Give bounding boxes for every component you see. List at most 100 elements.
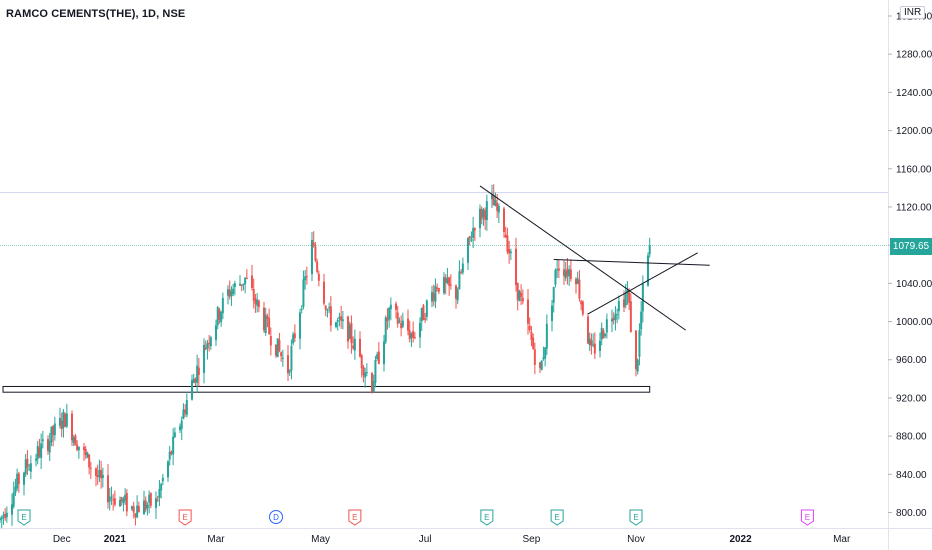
candle-body [156, 499, 159, 501]
candle-body [146, 504, 149, 509]
candle-body [278, 339, 281, 351]
candle-body [192, 379, 195, 384]
candle-body [569, 269, 572, 279]
y-tick-label: 1280.00 [896, 50, 932, 61]
candle [107, 464, 109, 509]
dividend-event-marker[interactable]: D [269, 510, 283, 524]
earnings-event-marker[interactable]: E [550, 509, 564, 526]
candle-body [95, 468, 97, 476]
candle [482, 207, 485, 226]
trendline-rising-support[interactable] [587, 252, 698, 315]
candle-body [341, 319, 344, 322]
candle [2, 511, 5, 525]
earnings-event-marker[interactable]: E [629, 509, 643, 526]
candle-body [436, 287, 439, 289]
candle [311, 232, 313, 281]
candle [530, 325, 533, 347]
trendlines-layer[interactable] [479, 185, 710, 331]
candle-body [88, 454, 91, 468]
candle-body [528, 326, 531, 331]
candle-body [304, 276, 307, 281]
candle-body [53, 423, 56, 436]
candle-body [494, 200, 497, 206]
candle [376, 351, 379, 361]
candle [281, 349, 284, 367]
candle [605, 313, 608, 339]
candle-body [492, 195, 495, 206]
candle-body [77, 446, 80, 451]
candle [149, 492, 152, 509]
candle [628, 288, 631, 311]
candle-body [191, 380, 193, 400]
candle [264, 307, 267, 336]
candle [218, 307, 221, 324]
earnings-event-marker[interactable]: E [17, 509, 31, 526]
candle [158, 479, 161, 507]
candle-body [578, 279, 581, 299]
candle-body [398, 320, 401, 322]
candle-body [160, 483, 163, 491]
earnings-event-marker[interactable]: E [480, 509, 494, 526]
event-letter: E [21, 513, 26, 522]
candle-body [12, 492, 15, 507]
candle-body [65, 413, 68, 427]
candle-body [96, 475, 99, 478]
candle-body [292, 334, 295, 344]
candle [110, 486, 113, 505]
candle [36, 440, 39, 465]
candle [564, 261, 567, 282]
candle-body [420, 308, 423, 322]
candle [576, 271, 579, 285]
trendline-descending-resistance[interactable] [479, 185, 687, 331]
candle [588, 332, 591, 352]
candle-body [443, 277, 445, 294]
candle [518, 289, 521, 302]
earnings-event-marker[interactable]: E [348, 509, 362, 526]
candle [242, 283, 245, 291]
candle-body [74, 435, 77, 446]
candle [338, 312, 341, 327]
candle [74, 433, 77, 446]
currency-badge[interactable]: INR [900, 6, 926, 19]
candle-body [311, 239, 313, 275]
candle [434, 278, 437, 309]
candle-body [587, 316, 589, 344]
candle-body [240, 284, 243, 286]
x-tick-label: Nov [627, 534, 645, 545]
candle [120, 496, 123, 506]
candle [125, 489, 128, 517]
y-tick-label: 1040.00 [896, 279, 932, 290]
candle-body [605, 319, 608, 333]
candle [300, 305, 303, 314]
candle-body [251, 275, 253, 288]
candle-body [604, 334, 607, 336]
trendline-neckline[interactable] [553, 258, 710, 266]
candle [422, 303, 425, 321]
event-letter: E [554, 513, 559, 522]
candle [446, 267, 449, 285]
candle [401, 312, 404, 329]
candle [638, 323, 641, 366]
candle-body [208, 342, 211, 344]
candle-body [172, 436, 175, 455]
candle-body [233, 283, 236, 288]
candle [458, 260, 461, 290]
candle [89, 461, 92, 480]
candle [233, 280, 236, 296]
earnings-event-marker[interactable]: E [800, 509, 814, 526]
candle-body [377, 351, 380, 364]
candle-body [338, 316, 341, 319]
candle [449, 274, 452, 290]
earnings-badge [348, 509, 362, 526]
candle-body [23, 472, 25, 485]
candle-body [215, 325, 217, 340]
candle-body [72, 437, 75, 443]
reference-lines-layer [0, 192, 888, 246]
candle-body [401, 320, 404, 327]
earnings-event-marker[interactable]: E [178, 509, 192, 526]
candle [635, 330, 637, 377]
candle-body [244, 277, 247, 285]
candle [395, 301, 397, 319]
